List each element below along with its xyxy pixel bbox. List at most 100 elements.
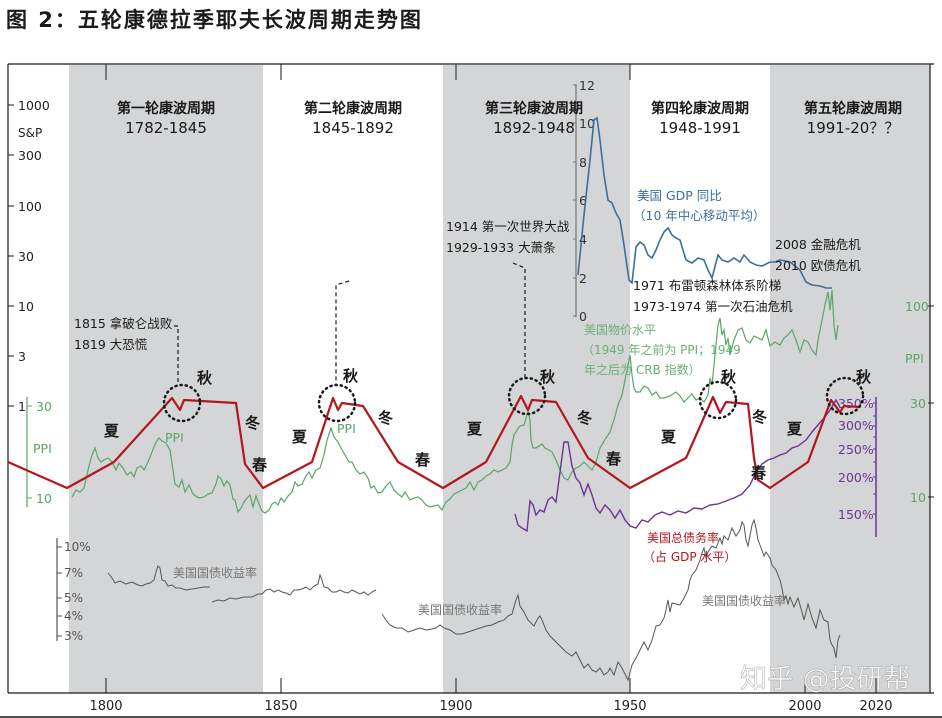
ppi-right-tick-30: 30 — [910, 396, 926, 411]
gdp-series-line — [577, 116, 832, 289]
gdp-tick-0: 0 — [579, 309, 587, 324]
cycle-3-period: 1892-1948 — [493, 119, 575, 137]
cycle-1-name: 第一轮康波周期 — [117, 100, 215, 117]
cycle-titles: 第一轮康波周期 1782-1845 第二轮康波周期 1845-1892 第三轮康… — [117, 100, 902, 137]
event-1971: 1971 布雷顿森林体系阶梯 — [633, 278, 781, 293]
ppi-right-tick-100: 100 — [905, 299, 929, 314]
peak-circle-5 — [825, 376, 865, 416]
debt-tick-250: 250% — [838, 442, 874, 457]
gdp-tick-2: 2 — [579, 271, 587, 286]
season-winter-1: 冬 — [245, 414, 260, 432]
debt-series-label-1: 美国总债务率 — [647, 530, 719, 545]
x-tick-1950: 1950 — [613, 699, 646, 714]
event-1914: 1914 第一次世界大战 — [446, 219, 570, 234]
season-summer-1: 夏 — [103, 422, 120, 440]
x-tick-1850: 1850 — [264, 699, 297, 714]
watermark: 知乎 @投研帮 — [740, 664, 911, 695]
season-labels: 夏 秋 冬 春 夏 秋 冬 春 夏 秋 冬 春 夏 秋 冬 春 夏 秋 — [103, 367, 872, 482]
band-cycle-1 — [69, 65, 263, 693]
cycle-4-period: 1948-1991 — [659, 119, 741, 137]
sp-axis-label: S&P — [18, 126, 42, 140]
season-autumn-4: 秋 — [721, 368, 737, 386]
x-axis-labels: 1800 1850 1900 1950 2000 2020 — [89, 699, 892, 714]
event-2008: 2008 金融危机 — [775, 237, 861, 252]
bond-series-label-2: 美国国债收益率 — [418, 602, 502, 617]
band-cycle-3 — [443, 65, 630, 693]
ppi-left-tick-30: 30 — [36, 399, 52, 414]
cycle-3-name: 第三轮康波周期 — [485, 100, 583, 117]
cycle-4-name: 第四轮康波周期 — [651, 100, 749, 117]
gdp-tick-6: 6 — [579, 193, 587, 208]
sp-tick-1000: 1000 — [18, 98, 50, 113]
sp-tick-300: 300 — [18, 148, 42, 163]
cycle-5-name: 第五轮康波周期 — [804, 100, 902, 117]
cycle-bands — [69, 65, 930, 693]
sp-tick-100: 100 — [18, 199, 42, 214]
debt-axis: 350% 300% 250% 200% 150% — [838, 396, 877, 537]
event-leader-lines — [174, 262, 526, 385]
debt-series-label-2: （占 GDP 水平） — [643, 549, 736, 564]
season-summer-5: 夏 — [786, 420, 803, 438]
bond-tick-4: 4% — [64, 609, 83, 623]
ppi-right-axis-label: PPI — [905, 351, 924, 366]
x-tick-1800: 1800 — [89, 699, 122, 714]
season-autumn-5: 秋 — [856, 368, 872, 386]
ppi-inline-label-2: PPI — [337, 421, 356, 436]
bond-tick-5: 5% — [64, 591, 83, 605]
event-2010: 2010 欧债危机 — [775, 258, 861, 273]
ppi-right-tick-10: 10 — [910, 490, 926, 505]
peak-circle-4 — [698, 380, 738, 420]
bond-axis: 10% 7% 5% 4% 3% — [56, 538, 91, 643]
price-series-label-2: （1949 年之前为 PPI；1949 — [582, 342, 741, 357]
season-summer-4: 夏 — [660, 428, 677, 446]
cycle-2-period: 1845-1892 — [312, 119, 394, 137]
figure-title: 图 2：五轮康德拉季耶夫长波周期走势图 — [6, 8, 423, 32]
sp-tick-30: 30 — [18, 249, 34, 264]
event-1973: 1973-1974 第一次石油危机 — [633, 299, 793, 314]
sp-tick-10: 10 — [18, 299, 34, 314]
peak-circle-3 — [507, 376, 547, 416]
season-summer-2: 夏 — [291, 428, 308, 446]
season-winter-2: 冬 — [378, 409, 393, 427]
bond-tick-10: 10% — [64, 540, 91, 554]
sp-tick-3: 3 — [18, 349, 26, 364]
bond-tick-3: 3% — [64, 629, 83, 643]
sp-axis: 1000 S&P 300 100 30 10 3 1 — [8, 98, 50, 414]
peak-circle-2 — [317, 383, 357, 423]
gdp-series-label-1: 美国 GDP 同比 — [637, 188, 722, 203]
ppi-series-line — [71, 289, 839, 514]
season-winter-3: 冬 — [577, 409, 592, 427]
plot-frame — [0, 63, 942, 718]
season-summer-3: 夏 — [466, 420, 483, 438]
bond-tick-7: 7% — [64, 566, 83, 580]
ppi-right-axis: 100 PPI 30 10 — [905, 299, 934, 505]
bond-series-label-3: 美国国债收益率 — [702, 593, 786, 608]
price-series-label-3: 年之后为 CRB 指数） — [584, 362, 701, 377]
event-1929: 1929-1933 大萧条 — [446, 240, 556, 255]
debt-tick-150: 150% — [838, 507, 874, 522]
ppi-left-tick-10: 10 — [36, 491, 52, 506]
gdp-tick-8: 8 — [579, 155, 587, 170]
debt-tick-300: 300% — [838, 418, 874, 433]
event-1819: 1819 大恐慌 — [74, 337, 147, 352]
sp-tick-1: 1 — [18, 399, 26, 414]
season-autumn-2: 秋 — [343, 367, 359, 385]
gdp-axis: 12 10 8 6 4 2 0 — [573, 78, 595, 324]
season-spring-4: 春 — [751, 464, 766, 482]
gdp-tick-4: 4 — [579, 232, 587, 247]
price-series-label-1: 美国物价水平 — [584, 323, 656, 337]
kondratiev-cycle-line — [7, 394, 861, 490]
season-spring-3: 春 — [606, 450, 621, 468]
cycle-2-name: 第二轮康波周期 — [304, 100, 402, 117]
debt-tick-200: 200% — [838, 470, 874, 485]
ppi-inline-label-1: PPI — [165, 430, 184, 445]
season-autumn-3: 秋 — [540, 368, 556, 386]
peak-markers — [162, 376, 865, 423]
x-tick-2020: 2020 — [859, 699, 892, 714]
season-spring-2: 春 — [415, 451, 430, 469]
peak-circle-1 — [162, 383, 202, 423]
debt-series-line — [514, 398, 841, 533]
ppi-left-axis-label: PPI — [33, 441, 52, 456]
ppi-left-axis: 30 PPI 10 — [26, 397, 52, 507]
